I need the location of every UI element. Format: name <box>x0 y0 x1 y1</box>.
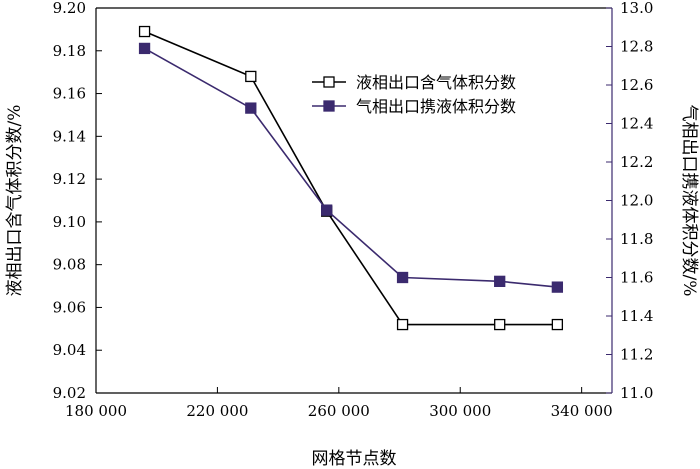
x-tick-label: 220 000 <box>186 402 248 420</box>
y-left-tick-label: 9.04 <box>53 341 86 359</box>
y-left-tick-label: 9.08 <box>53 256 86 274</box>
series-1-point <box>245 70 257 83</box>
x-axis-title: 网格节点数 <box>312 449 397 469</box>
series-2-point <box>551 281 564 293</box>
series-2-point <box>396 271 409 284</box>
series-2-point <box>321 204 333 216</box>
y-left-tick-label: 9.06 <box>53 298 86 316</box>
axes: 180 000 220 000 260 000 300 000 340 000 9.02 9… <box>5 0 699 469</box>
y-left-axis-title: 液相出口含气体积分数/% <box>5 105 25 297</box>
series-1-point <box>396 318 409 331</box>
y-right-tick-label: 11.0 <box>620 384 653 402</box>
series-1-point <box>551 318 564 331</box>
y-left-tick-label: 9.20 <box>53 0 86 17</box>
y-right-axis-title: 气相出口携液体积分数/% <box>679 105 699 297</box>
x-tick-label: 300 000 <box>429 402 491 420</box>
y-right-tick-label: 12.4 <box>620 115 653 133</box>
y-right-tick-label: 12.2 <box>620 153 653 171</box>
y-left-tick-label: 9.16 <box>53 85 86 103</box>
y-left-tick-label: 9.18 <box>53 42 86 60</box>
series-line-2 <box>144 47 558 288</box>
series-1-point <box>138 25 151 38</box>
series-layer <box>138 25 564 331</box>
y-left-tick-label: 9.02 <box>53 384 86 402</box>
legend-label-1: 液相出口含气体积分数 <box>356 73 516 92</box>
series-1-point <box>494 318 506 331</box>
y-right-tick-label: 13.0 <box>620 0 653 17</box>
legend-label-2: 气相出口携液体积分数 <box>356 97 516 116</box>
legend-marker-2 <box>323 100 335 112</box>
y-left-tick-label: 9.12 <box>53 170 86 188</box>
x-tick-label: 340 000 <box>551 402 613 420</box>
series-2-point <box>138 42 151 55</box>
y-left-tick-label: 9.10 <box>53 213 86 231</box>
x-tick-label: 180 000 <box>65 402 127 420</box>
x-tick-label: 260 000 <box>308 402 370 420</box>
y-right-tick-label: 12.0 <box>620 192 653 210</box>
y-right-tick-label: 11.2 <box>620 346 653 364</box>
y-left-tick-label: 9.14 <box>53 127 86 145</box>
series-2-point <box>245 102 257 114</box>
y-right-tick-label: 11.4 <box>620 307 653 325</box>
series-2-point <box>494 275 506 288</box>
y-right-tick-label: 12.8 <box>620 38 653 56</box>
y-right-tick-label: 12.6 <box>620 76 653 94</box>
series-line-1 <box>144 30 558 326</box>
y-right-tick-label: 11.6 <box>620 269 653 287</box>
legend-marker-1 <box>323 76 335 88</box>
y-right-tick-label: 11.8 <box>620 230 653 248</box>
